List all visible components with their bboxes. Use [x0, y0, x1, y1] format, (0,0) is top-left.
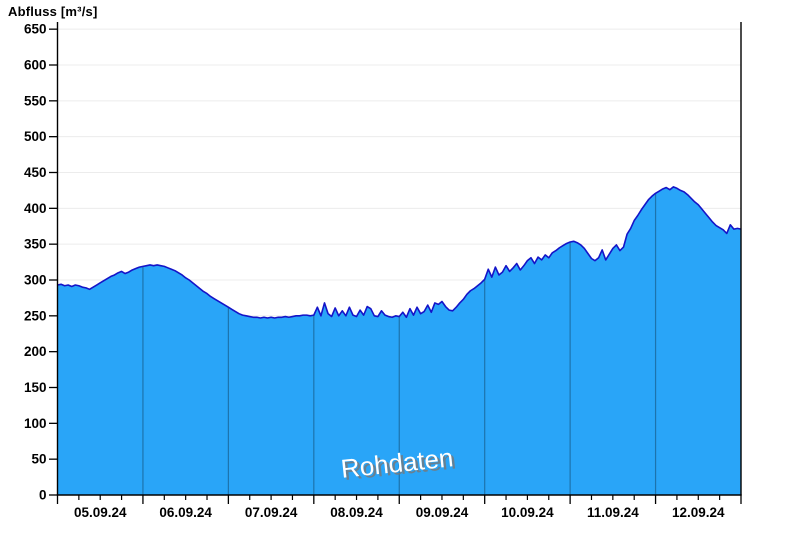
y-tick-label: 100	[24, 416, 47, 431]
y-tick-label: 250	[24, 308, 47, 323]
chart-title: Abfluss [m³/s]	[8, 4, 98, 19]
y-tick-label: 600	[24, 58, 47, 73]
discharge-area	[57, 186, 741, 495]
x-day-label: 11.09.24	[587, 505, 639, 520]
y-tick-label: 400	[24, 201, 47, 216]
x-day-label: 09.09.24	[416, 505, 469, 520]
y-tick-label: 0	[39, 488, 47, 503]
y-tick-label: 650	[24, 22, 47, 37]
y-tick-label: 350	[24, 237, 47, 252]
x-day-label: 07.09.24	[245, 505, 298, 520]
x-day-label: 10.09.24	[501, 505, 554, 520]
x-day-label: 06.09.24	[159, 505, 212, 520]
x-day-label: 12.09.24	[672, 505, 725, 520]
y-tick-label: 500	[24, 129, 47, 144]
y-tick-label: 50	[31, 452, 46, 467]
y-tick-label: 200	[24, 344, 47, 359]
x-day-label: 05.09.24	[74, 505, 127, 520]
y-tick-label: 550	[24, 93, 47, 108]
y-tick-label: 450	[24, 165, 47, 180]
y-tick-label: 300	[24, 273, 47, 288]
x-day-label: 08.09.24	[330, 505, 383, 520]
y-tick-label: 150	[24, 380, 47, 395]
discharge-line	[57, 186, 742, 319]
